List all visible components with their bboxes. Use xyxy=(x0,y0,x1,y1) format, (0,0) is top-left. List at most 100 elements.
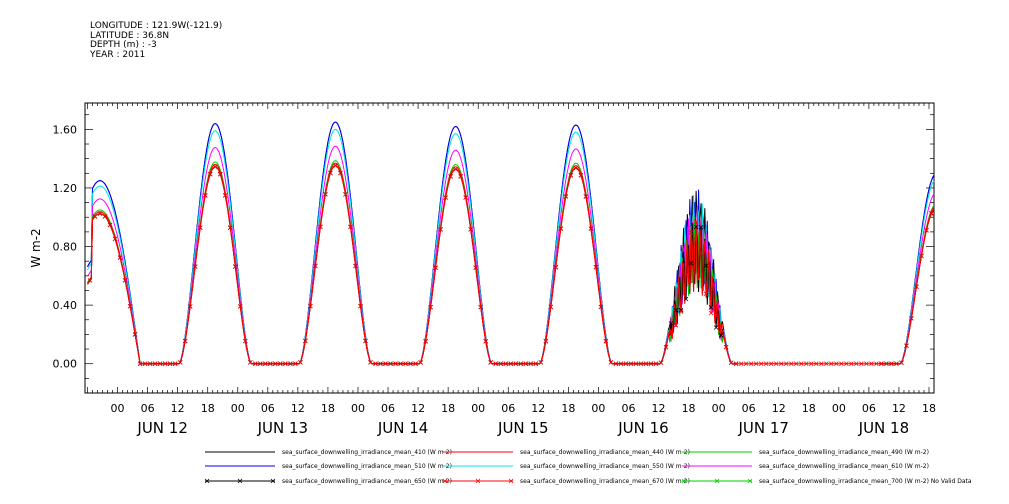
series-marker xyxy=(418,360,423,365)
series-marker xyxy=(508,361,514,366)
series-marker xyxy=(588,226,594,231)
series-marker xyxy=(698,250,704,255)
series-marker xyxy=(653,361,659,366)
series-marker xyxy=(303,338,308,344)
x-hour-tick-label: 12 xyxy=(411,402,425,415)
series-marker xyxy=(593,264,599,270)
series-marker xyxy=(819,361,824,366)
series-marker xyxy=(708,310,714,316)
x-hour-tick-label: 06 xyxy=(141,402,155,415)
series-marker xyxy=(598,304,604,310)
series-marker xyxy=(869,361,874,366)
x-hour-tick-label: 12 xyxy=(892,402,906,415)
series-marker xyxy=(378,361,383,366)
depth-label: DEPTH (m) : -3 xyxy=(90,40,157,50)
x-hour-tick-label: 18 xyxy=(441,402,455,415)
legend-marker xyxy=(508,478,514,484)
series-marker xyxy=(268,361,273,366)
series-marker xyxy=(363,338,368,344)
series-marker xyxy=(473,265,478,271)
series-marker xyxy=(278,361,283,366)
series-marker xyxy=(413,361,418,366)
series-marker xyxy=(703,263,709,268)
series-marker xyxy=(348,224,353,230)
series-marker xyxy=(388,361,393,366)
series-marker xyxy=(623,361,629,366)
series-marker xyxy=(117,255,123,260)
series-marker xyxy=(137,361,143,366)
x-hour-tick-label: 06 xyxy=(501,402,515,415)
x-hour-tick-label: 06 xyxy=(862,402,876,415)
series-marker xyxy=(829,361,834,366)
legend-marker xyxy=(475,478,481,484)
series-marker xyxy=(899,360,904,365)
series-marker xyxy=(678,309,684,314)
series-marker xyxy=(523,361,529,366)
series-marker xyxy=(718,323,724,328)
series-marker xyxy=(343,192,348,197)
legend-label: sea_surface_downwelling_irradiance_mean_… xyxy=(759,449,929,456)
series-line-1 xyxy=(87,162,935,365)
series-marker xyxy=(463,195,468,200)
series-marker xyxy=(909,316,914,321)
x-hour-tick-label: 00 xyxy=(832,402,846,415)
x-hour-tick-label: 06 xyxy=(261,402,275,415)
series-marker xyxy=(448,174,453,179)
series-marker xyxy=(483,339,488,344)
series-marker xyxy=(232,264,238,269)
x-hour-tick-label: 18 xyxy=(802,402,816,415)
x-hour-tick-label: 06 xyxy=(742,402,756,415)
series-marker xyxy=(423,339,428,344)
series-marker xyxy=(538,360,544,365)
series-marker xyxy=(498,361,504,366)
series-marker xyxy=(929,211,934,216)
x-day-label: JUN 14 xyxy=(377,419,428,437)
series-marker xyxy=(889,361,894,366)
series-marker xyxy=(318,224,323,230)
legend-label: sea_surface_downwelling_irradiance_mean_… xyxy=(282,478,452,485)
series-marker xyxy=(688,260,694,266)
series-marker xyxy=(548,304,554,310)
series-marker xyxy=(558,226,564,231)
series-marker xyxy=(227,225,233,230)
y-tick-label: 1.60 xyxy=(53,123,78,136)
series-marker xyxy=(839,361,844,366)
y-axis-label: W m-2 xyxy=(29,228,43,267)
legend-label: sea_surface_downwelling_irradiance_mean_… xyxy=(520,463,690,470)
series-marker xyxy=(618,361,624,366)
series-markers-7 xyxy=(87,163,934,366)
series-marker xyxy=(578,173,584,178)
series-marker xyxy=(809,361,814,366)
series-marker xyxy=(673,308,679,313)
x-hour-tick-label: 00 xyxy=(712,402,726,415)
x-hour-tick-label: 18 xyxy=(201,402,215,415)
series-marker xyxy=(403,361,408,366)
series-marker xyxy=(798,361,804,366)
series-marker xyxy=(513,361,519,366)
series-marker xyxy=(338,170,343,176)
x-hour-tick-label: 06 xyxy=(621,402,635,415)
series-marker xyxy=(683,296,689,302)
series-marker xyxy=(248,360,253,365)
series-marker xyxy=(643,361,649,366)
longitude-label: LONGITUDE : 121.9W(-121.9) xyxy=(90,21,223,31)
legend-marker xyxy=(747,478,753,484)
series-marker xyxy=(663,344,669,350)
x-day-label: JUN 13 xyxy=(257,419,308,437)
series-marker xyxy=(673,323,679,328)
series-marker xyxy=(157,361,163,366)
series-marker xyxy=(373,361,378,366)
series-marker xyxy=(87,278,93,283)
series-marker xyxy=(237,304,243,309)
series-marker xyxy=(884,361,889,366)
series-marker xyxy=(383,361,388,366)
x-hour-tick-label: 00 xyxy=(111,402,125,415)
y-tick-label: 0.00 xyxy=(53,358,78,371)
x-hour-tick-label: 18 xyxy=(321,402,335,415)
series-marker xyxy=(613,361,619,366)
x-hour-tick-label: 00 xyxy=(591,402,605,415)
series-marker xyxy=(788,361,794,366)
series-marker xyxy=(443,195,448,200)
series-marker xyxy=(733,361,739,366)
x-day-label: JUN 12 xyxy=(136,419,187,437)
